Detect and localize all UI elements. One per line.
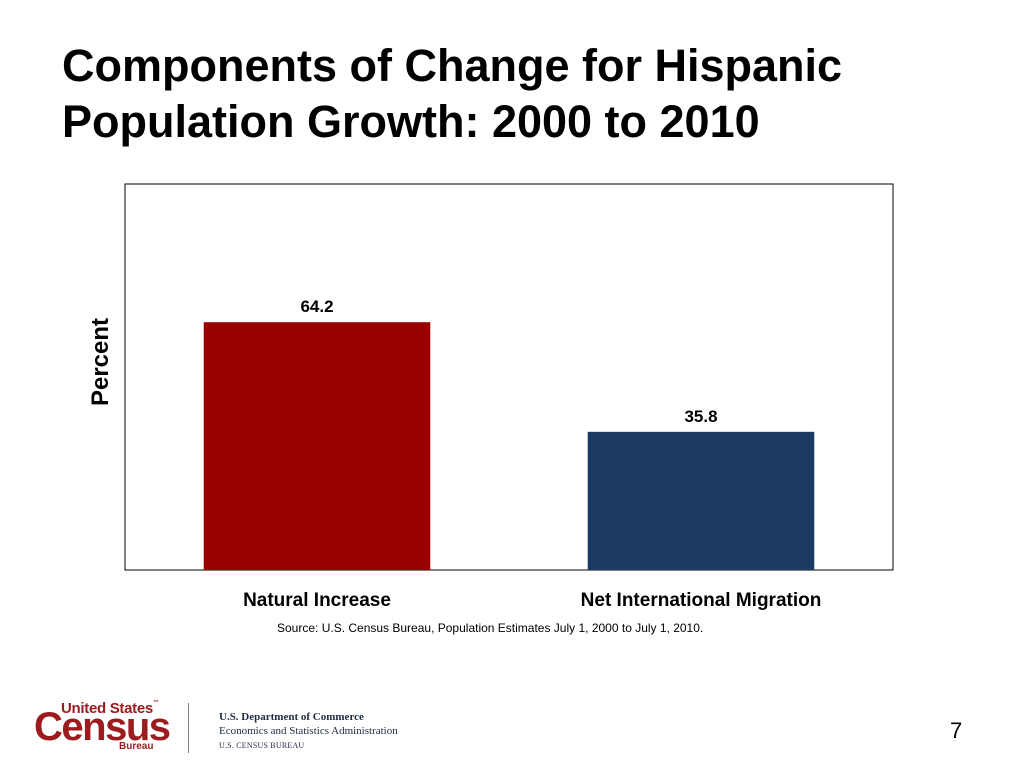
bar-natural-increase <box>203 322 431 570</box>
census-bureau-logo: United States™ Census Bureau <box>34 700 171 754</box>
data-label-natural-increase: 64.2 <box>300 297 333 316</box>
bar-chart: Percent 64.2 Natural Increase 35.8 Net Inte… <box>87 183 894 611</box>
x-tick-label-natural-increase: Natural Increase <box>243 590 391 611</box>
x-tick-label-net-international-migration: Net International Migration <box>581 590 822 611</box>
dept-line-3: U.S. CENSUS BUREAU <box>219 741 305 750</box>
bars-group: 64.2 Natural Increase 35.8 Net Internationa… <box>203 297 822 611</box>
dept-line-1: U.S. Department of Commerce <box>219 711 364 723</box>
bar-net-international-migration <box>587 431 815 570</box>
page-number: 7 <box>950 718 963 743</box>
y-axis-label: Percent <box>87 318 114 406</box>
data-label-net-international-migration: 35.8 <box>684 407 717 426</box>
dept-line-2: Economics and Statistics Administration <box>219 725 398 737</box>
department-block: U.S. Department of Commerce Economics an… <box>219 710 398 753</box>
footer-divider <box>188 703 189 753</box>
logo-bureau: Bureau <box>119 741 154 752</box>
page-title: Components of Change for Hispanic Popula… <box>62 38 1002 150</box>
logo-census: Census <box>34 705 171 749</box>
page-title-line-2: Population Growth: 2000 to 2010 <box>62 96 760 147</box>
logo-united-states: United States™ <box>61 700 159 717</box>
page-title-line-1: Components of Change for Hispanic <box>62 40 843 91</box>
source-note: Source: U.S. Census Bureau, Population E… <box>277 621 704 635</box>
